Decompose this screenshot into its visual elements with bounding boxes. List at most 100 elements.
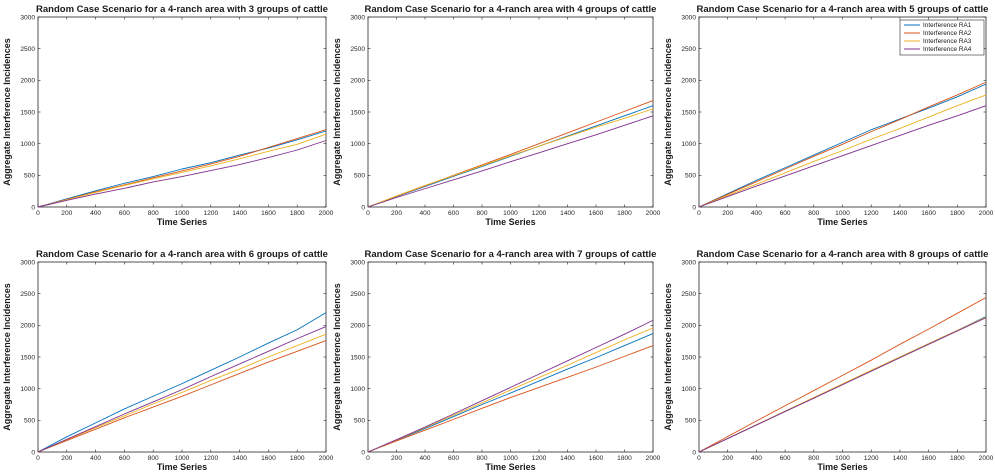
x-tick-label: 1400 [893,210,908,217]
chart-panel: 0 200 400 600 800 1000 1200 1400 1600 1800 2000 0 50… [663,249,994,472]
y-tick-label: 0 [31,449,35,456]
y-tick-label: 2500 [350,46,365,53]
y-tick-label: 1500 [681,109,696,116]
x-axis-label: Time Series [157,462,207,472]
y-axis-label: Aggregate Interference Incidences [2,283,12,431]
chart-title: Random Case Scenario for a 4-ranch area … [697,4,989,15]
series-line-ra4 [37,326,327,453]
y-tick-label: 3000 [350,259,365,266]
x-tick-label: 1800 [950,210,965,217]
chart-panel: 0 200 400 600 800 1000 1200 1400 1600 1800 2000 0 50… [332,249,661,472]
x-tick-label: 1800 [290,210,305,217]
x-tick-label: 200 [722,455,733,462]
x-tick-label: 1600 [921,210,936,217]
x-tick-label: 600 [119,455,130,462]
series-line-ra2 [367,345,654,453]
x-tick-label: 1200 [864,210,879,217]
x-tick-label: 2000 [646,455,661,462]
x-tick-label: 1200 [203,455,218,462]
x-tick-label: 1800 [617,210,632,217]
x-tick-label: 800 [148,455,159,462]
chart-panel: 0 200 400 600 800 1000 1200 1400 1600 1800 2000 0 50… [663,4,994,227]
series-line-ra3 [367,108,654,208]
x-tick-label: 0 [366,210,370,217]
x-tick-label: 1800 [617,455,632,462]
x-axis-label: Time Series [817,217,867,227]
y-tick-label: 0 [692,204,696,211]
x-tick-label: 600 [448,455,459,462]
y-tick-label: 3000 [20,14,35,21]
y-tick-label: 3000 [681,14,696,21]
y-tick-label: 1000 [20,386,35,393]
x-tick-label: 1600 [261,455,276,462]
y-tick-label: 1500 [20,109,35,116]
x-tick-label: 400 [751,210,762,217]
series-line-ra1 [37,312,327,453]
y-tick-label: 1500 [681,354,696,361]
series-line-ra3 [37,333,327,453]
series-line-ra4 [698,105,987,208]
y-tick-label: 500 [685,418,696,425]
series-line-ra2 [37,129,327,208]
y-tick-label: 500 [24,418,35,425]
x-tick-label: 1400 [232,210,247,217]
chart-title: Random Case Scenario for a 4-ranch area … [365,4,657,15]
x-tick-label: 1400 [893,455,908,462]
y-tick-label: 1000 [350,386,365,393]
y-tick-label: 2500 [20,291,35,298]
series-line-ra1 [367,105,654,208]
series-line-ra3 [37,133,327,208]
x-tick-label: 600 [448,210,459,217]
x-tick-label: 1200 [532,455,547,462]
x-tick-label: 1000 [503,210,518,217]
x-tick-label: 1200 [864,455,879,462]
x-tick-label: 1000 [175,210,190,217]
x-tick-label: 1600 [921,455,936,462]
x-tick-label: 600 [780,455,791,462]
y-tick-label: 500 [354,173,365,180]
chart-title: Random Case Scenario for a 4-ranch area … [697,249,989,260]
x-tick-label: 200 [391,210,402,217]
y-tick-label: 2500 [350,291,365,298]
x-tick-label: 1000 [835,455,850,462]
x-tick-label: 1600 [261,210,276,217]
y-tick-label: 0 [361,449,365,456]
x-tick-label: 200 [391,455,402,462]
legend-entry: Interference RA2 [923,30,972,37]
x-tick-label: 400 [419,210,430,217]
x-tick-label: 1000 [175,455,190,462]
y-tick-label: 500 [354,418,365,425]
x-tick-label: 400 [419,455,430,462]
x-tick-label: 1400 [560,210,575,217]
x-axis-label: Time Series [157,217,207,227]
x-tick-label: 1000 [835,210,850,217]
x-tick-label: 2000 [979,210,994,217]
x-tick-label: 1200 [203,210,218,217]
x-tick-label: 400 [751,455,762,462]
y-tick-label: 1500 [20,354,35,361]
plot-area [367,261,654,453]
x-tick-label: 400 [90,210,101,217]
x-tick-label: 600 [119,210,130,217]
y-axis-label: Aggregate Interference Incidences [332,38,342,186]
x-tick-label: 1600 [589,210,604,217]
y-tick-label: 2500 [681,46,696,53]
y-tick-label: 500 [685,173,696,180]
x-tick-label: 0 [697,455,701,462]
x-tick-label: 600 [780,210,791,217]
x-tick-label: 1800 [950,455,965,462]
series-line-ra1 [698,83,987,208]
series-line-ra1 [37,130,327,208]
x-tick-label: 1800 [290,455,305,462]
y-tick-label: 1000 [350,141,365,148]
series-line-ra2 [698,81,987,208]
legend-entry: Interference RA4 [923,46,972,53]
legend-entry: Interference RA3 [923,38,972,45]
y-tick-label: 1000 [681,141,696,148]
legend-entry: Interference RA1 [923,22,972,29]
x-tick-label: 0 [36,455,40,462]
plot-area [37,261,327,453]
y-tick-label: 1500 [350,354,365,361]
